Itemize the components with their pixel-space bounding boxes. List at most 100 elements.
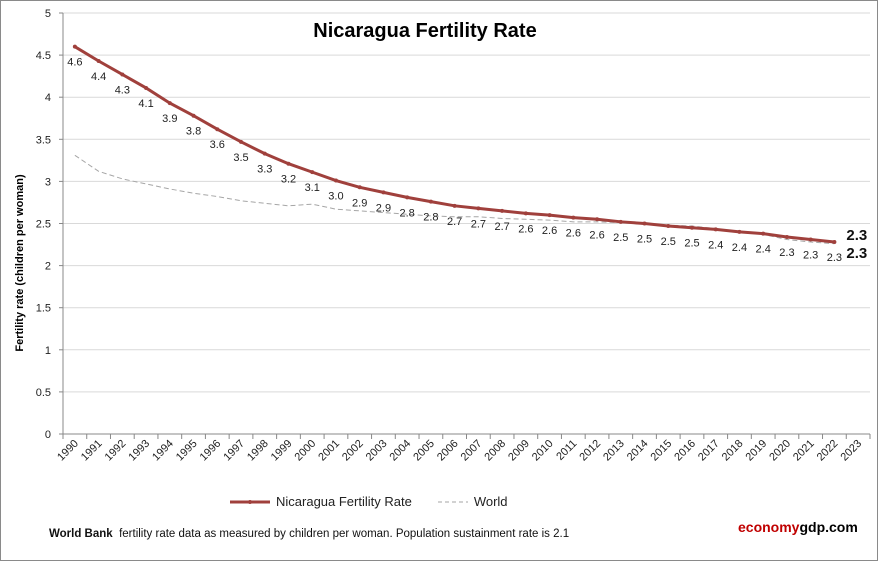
nicaragua-point xyxy=(737,229,742,234)
nicaragua-point xyxy=(547,213,552,218)
nicaragua-point xyxy=(381,190,386,195)
data-label: 2.9 xyxy=(376,202,391,214)
x-tick-label: 1994 xyxy=(150,438,176,464)
data-label: 2.3 xyxy=(779,247,794,259)
nicaragua-point xyxy=(144,85,149,90)
nicaragua-point xyxy=(476,206,481,211)
nicaragua-point xyxy=(191,113,196,118)
footer-source: World Bank xyxy=(49,528,113,540)
data-label: 3.5 xyxy=(233,152,248,164)
footer-text: fertility rate data as measured by child… xyxy=(119,528,570,540)
x-tick-label: 2013 xyxy=(601,438,627,464)
nicaragua-point xyxy=(666,224,671,229)
x-tick-label: 2020 xyxy=(767,438,793,464)
x-tick-label: 1993 xyxy=(126,438,152,464)
nicaragua-point xyxy=(784,234,789,239)
x-tick-label: 1996 xyxy=(198,438,224,464)
y-tick-label: 3.5 xyxy=(36,134,51,146)
legend-world-label: World xyxy=(473,494,508,509)
nicaragua-point xyxy=(167,101,172,106)
nicaragua-point xyxy=(262,151,267,156)
x-tick-label: 1990 xyxy=(55,438,81,464)
data-label: 2.4 xyxy=(708,239,723,251)
x-tick-label: 2014 xyxy=(625,438,651,464)
y-tick-label: 0 xyxy=(45,429,51,441)
nicaragua-point xyxy=(286,161,291,166)
data-label: 2.6 xyxy=(518,223,533,235)
data-label: 2.5 xyxy=(661,236,676,248)
footer-note: World Bank fertility rate data as measur… xyxy=(49,528,569,540)
x-tick-label: 2003 xyxy=(364,438,390,464)
brand-part1: economy xyxy=(738,519,800,535)
data-label: 2.5 xyxy=(684,238,699,250)
x-tick-label: 2015 xyxy=(649,438,675,464)
x-tick-label: 1999 xyxy=(269,438,295,464)
nicaragua-point xyxy=(832,240,837,245)
data-label: 2.7 xyxy=(471,218,486,230)
x-tick-label: 1992 xyxy=(103,438,129,464)
x-tick-label: 2002 xyxy=(340,438,366,464)
nicaragua-point xyxy=(808,237,813,242)
data-label: 2.6 xyxy=(542,225,557,237)
chart-title: Nicaragua Fertility Rate xyxy=(313,20,537,42)
data-label: 2.7 xyxy=(447,216,462,228)
x-tick-label: 1991 xyxy=(79,438,105,464)
y-tick-label: 5 xyxy=(45,8,51,20)
data-label: 4.1 xyxy=(138,98,153,110)
nicaragua-point xyxy=(713,227,718,232)
legend-nicaragua-swatch xyxy=(230,499,270,504)
data-label: 4.3 xyxy=(115,84,130,96)
data-label: 3.8 xyxy=(186,126,201,138)
data-label: 4.6 xyxy=(67,57,82,69)
x-tick-label: 2009 xyxy=(506,438,532,464)
x-tick-label: 2000 xyxy=(293,438,319,464)
x-tick-label: 2010 xyxy=(530,438,556,464)
y-tick-label: 1 xyxy=(45,345,51,357)
x-tick-label: 2008 xyxy=(482,438,508,464)
y-tick-label: 4 xyxy=(45,92,51,104)
end-label: 2.3 xyxy=(846,245,867,262)
nicaragua-point xyxy=(428,199,433,204)
data-label: 2.6 xyxy=(566,228,581,240)
nicaragua-point xyxy=(761,231,766,236)
x-tick-label: 2004 xyxy=(387,438,413,464)
y-tick-label: 1.5 xyxy=(36,303,51,315)
data-label: 3.1 xyxy=(305,182,320,194)
y-axis-label: Fertility rate (children per woman) xyxy=(14,174,26,352)
legend-nicaragua-label: Nicaragua Fertility Rate xyxy=(276,494,412,509)
nicaragua-point xyxy=(571,215,576,220)
data-label: 2.7 xyxy=(494,221,509,233)
x-tick-label: 2019 xyxy=(744,438,770,464)
data-label: 2.3 xyxy=(827,252,842,264)
data-label: 2.8 xyxy=(400,207,415,219)
x-tick-label: 2021 xyxy=(791,438,817,464)
y-tick-label: 4.5 xyxy=(36,50,51,62)
nicaragua-point xyxy=(500,208,505,213)
x-tick-label: 2017 xyxy=(696,438,722,464)
data-label: 2.5 xyxy=(637,234,652,246)
data-label: 3.2 xyxy=(281,174,296,186)
nicaragua-point xyxy=(215,127,220,132)
legend-world-swatch xyxy=(437,501,468,502)
nicaragua-point xyxy=(618,219,623,224)
data-label: 2.9 xyxy=(352,197,367,209)
nicaragua-point xyxy=(310,170,315,175)
x-tick-label: 2018 xyxy=(720,438,746,464)
nicaragua-point xyxy=(72,44,77,49)
data-label: 2.6 xyxy=(589,229,604,241)
x-tick-label: 2007 xyxy=(459,438,485,464)
brand-part2: gdp.com xyxy=(799,519,858,535)
x-tick-label: 2011 xyxy=(554,438,579,463)
data-label: 3.3 xyxy=(257,164,272,176)
data-label: 3.6 xyxy=(210,139,225,151)
nicaragua-point xyxy=(405,195,410,200)
nicaragua-point xyxy=(689,225,694,230)
y-tick-label: 2.5 xyxy=(36,219,51,231)
nicaragua-point xyxy=(120,72,125,77)
data-label: 3.9 xyxy=(162,113,177,125)
data-label: 2.4 xyxy=(732,242,747,254)
nicaragua-point xyxy=(333,178,338,183)
nicaragua-line xyxy=(74,45,835,244)
nicaragua-point xyxy=(642,221,647,226)
